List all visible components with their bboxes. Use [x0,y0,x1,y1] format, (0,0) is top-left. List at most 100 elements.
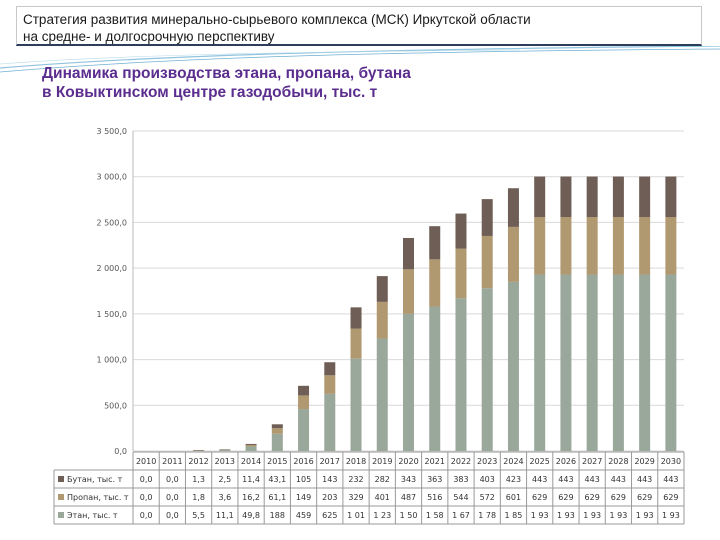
data-label-propane: 572 [480,493,495,502]
data-label-propane: 0,0 [140,493,153,502]
data-label-ethane: 625 [322,511,337,520]
bar-butane [534,176,546,218]
data-label-butane: 423 [506,475,521,484]
slide-header: Стратегия развития минерально-сырьевого … [16,6,702,46]
legend-label-butane: Бутан, тыс. т [67,475,123,484]
bar-propane [534,217,546,275]
bar-propane [271,428,283,434]
chart-subtitle-line2: в Ковыктинском центре газодобычи, тыс. т [42,84,378,101]
y-tick-label: 3 500,0 [96,127,127,136]
data-label-butane: 11,4 [242,475,260,484]
bar-butane [455,213,467,249]
data-label-ethane: 1 23 [373,511,391,520]
bar-ethane [534,274,546,451]
bar-ethane [560,274,572,451]
chart-subtitle-line1: Динамика производства этана, пропана, бу… [42,65,411,82]
y-tick-label: 500,0 [104,401,127,410]
data-label-ethane: 1 93 [531,511,549,520]
bar-ethane [298,409,310,451]
bar-ethane [403,313,414,451]
bar-ethane [586,274,598,451]
data-label-butane: 383 [453,475,468,484]
bar-propane [429,259,441,307]
bar-ethane [271,433,283,451]
x-tick-label: 2010 [136,457,156,466]
data-label-ethane: 1 93 [557,511,575,520]
x-tick-label: 2011 [162,457,182,466]
data-label-butane: 443 [663,475,678,484]
x-tick-label: 2029 [634,457,654,466]
bar-propane [350,328,362,359]
x-tick-label: 2022 [451,457,471,466]
y-tick-label: 3 000,0 [96,173,127,182]
bar-butane [350,307,362,329]
y-tick-label: 1 500,0 [96,310,127,319]
bar-ethane [350,358,362,451]
data-label-butane: 443 [611,475,626,484]
bar-butane [560,176,572,218]
data-label-butane: 105 [296,475,311,484]
data-label-propane: 629 [585,493,600,502]
bar-ethane [455,298,467,451]
x-tick-label: 2021 [425,457,445,466]
data-label-propane: 629 [532,493,547,502]
x-tick-label: 2012 [188,457,208,466]
bar-ethane [245,446,257,451]
legend-swatch-propane [58,494,64,500]
data-label-propane: 629 [637,493,652,502]
chart-subtitle: Динамика производства этана, пропана, бу… [42,64,411,102]
legend-swatch-ethane [58,512,64,518]
data-label-propane: 629 [558,493,573,502]
data-label-butane: 2,5 [218,475,231,484]
data-label-propane: 1,8 [192,493,205,502]
data-label-propane: 16,2 [242,493,260,502]
data-label-butane: 282 [375,475,390,484]
data-label-propane: 601 [506,493,521,502]
data-label-propane: 149 [296,493,311,502]
x-tick-label: 2024 [503,457,523,466]
bar-butane [193,450,205,451]
bar-butane [665,176,677,218]
data-label-butane: 403 [480,475,495,484]
x-tick-label: 2026 [556,457,576,466]
bar-butane [271,424,283,429]
data-label-ethane: 0,0 [166,511,179,520]
data-label-propane: 401 [375,493,390,502]
data-label-propane: 629 [663,493,678,502]
header-title-line1: Стратегия развития минерально-сырьевого … [23,12,531,27]
bar-butane [586,176,598,218]
data-label-propane: 629 [611,493,626,502]
data-label-ethane: 1 93 [609,511,627,520]
y-tick-label: 0,0 [114,447,127,456]
bar-ethane [665,274,677,451]
x-tick-label: 2017 [320,457,340,466]
data-label-butane: 443 [637,475,652,484]
bar-ethane [612,274,624,451]
data-label-butane: 43,1 [268,475,286,484]
x-tick-label: 2019 [372,457,392,466]
bar-propane [245,444,257,447]
data-label-propane: 544 [453,493,468,502]
data-label-butane: 443 [532,475,547,484]
data-label-ethane: 1 67 [452,511,470,520]
data-label-ethane: 1 93 [583,511,601,520]
bar-propane [665,217,677,275]
bar-ethane [324,393,336,451]
data-label-ethane: 459 [296,511,311,520]
data-label-butane: 0,0 [140,475,153,484]
bar-propane [586,217,598,275]
data-label-propane: 516 [427,493,442,502]
data-label-ethane: 188 [270,511,285,520]
x-tick-label: 2027 [582,457,602,466]
bar-ethane [219,449,231,451]
bar-propane [612,217,624,275]
bar-propane [639,217,651,275]
bar-propane [376,301,388,339]
bar-butane [612,176,624,218]
bar-butane [429,226,441,260]
data-label-ethane: 1 01 [347,511,365,520]
bar-butane [376,276,388,302]
data-label-ethane: 1 93 [636,511,654,520]
data-label-ethane: 0,0 [140,511,153,520]
